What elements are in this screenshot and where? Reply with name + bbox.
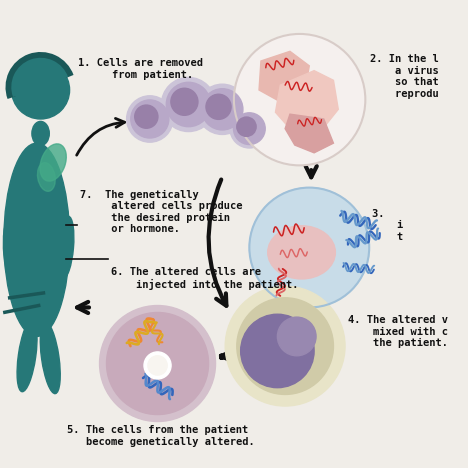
Circle shape — [206, 94, 231, 119]
Text: 2. In the l
    a virus
    so that
    reprodu: 2. In the l a virus so that reprodu — [370, 54, 439, 99]
Circle shape — [107, 313, 209, 415]
Circle shape — [144, 352, 171, 379]
Ellipse shape — [3, 220, 20, 288]
Text: 1. Cells are removed
    from patient.: 1. Cells are removed from patient. — [78, 58, 203, 80]
Circle shape — [100, 306, 216, 422]
Circle shape — [127, 96, 173, 142]
Circle shape — [237, 298, 333, 395]
Circle shape — [135, 105, 158, 128]
Ellipse shape — [58, 216, 74, 279]
Ellipse shape — [228, 108, 244, 130]
Circle shape — [249, 188, 369, 307]
Polygon shape — [285, 114, 333, 153]
Circle shape — [12, 61, 70, 119]
Ellipse shape — [158, 99, 181, 124]
Circle shape — [161, 77, 216, 132]
Circle shape — [225, 286, 345, 406]
Circle shape — [241, 314, 314, 388]
Polygon shape — [276, 71, 338, 133]
Circle shape — [197, 84, 248, 134]
Ellipse shape — [268, 226, 336, 279]
Circle shape — [234, 113, 265, 145]
Circle shape — [278, 317, 316, 356]
Ellipse shape — [37, 162, 55, 191]
Circle shape — [131, 100, 169, 138]
Circle shape — [148, 356, 167, 375]
Circle shape — [171, 88, 198, 115]
Ellipse shape — [32, 121, 49, 146]
Circle shape — [202, 89, 243, 130]
Ellipse shape — [17, 320, 37, 392]
Text: 6. The altered cells are
    injected into the patient.: 6. The altered cells are injected into t… — [111, 267, 299, 290]
Text: 7.  The genetically
     altered cells produce
     the desired protein
     or : 7. The genetically altered cells produce… — [80, 190, 243, 234]
Ellipse shape — [4, 143, 70, 336]
Ellipse shape — [40, 144, 66, 181]
Ellipse shape — [195, 94, 215, 119]
Text: 4. The altered v
    mixed with c
    the patient.: 4. The altered v mixed with c the patien… — [348, 315, 448, 348]
Circle shape — [234, 34, 366, 165]
Ellipse shape — [40, 322, 60, 394]
Circle shape — [166, 82, 211, 127]
Circle shape — [237, 117, 256, 136]
Text: 5. The cells from the patient
    become genetically altered.: 5. The cells from the patient become gen… — [61, 425, 255, 447]
Circle shape — [230, 110, 269, 148]
Polygon shape — [259, 51, 309, 104]
Text: 3. 
    i
    t: 3. i t — [372, 209, 403, 242]
